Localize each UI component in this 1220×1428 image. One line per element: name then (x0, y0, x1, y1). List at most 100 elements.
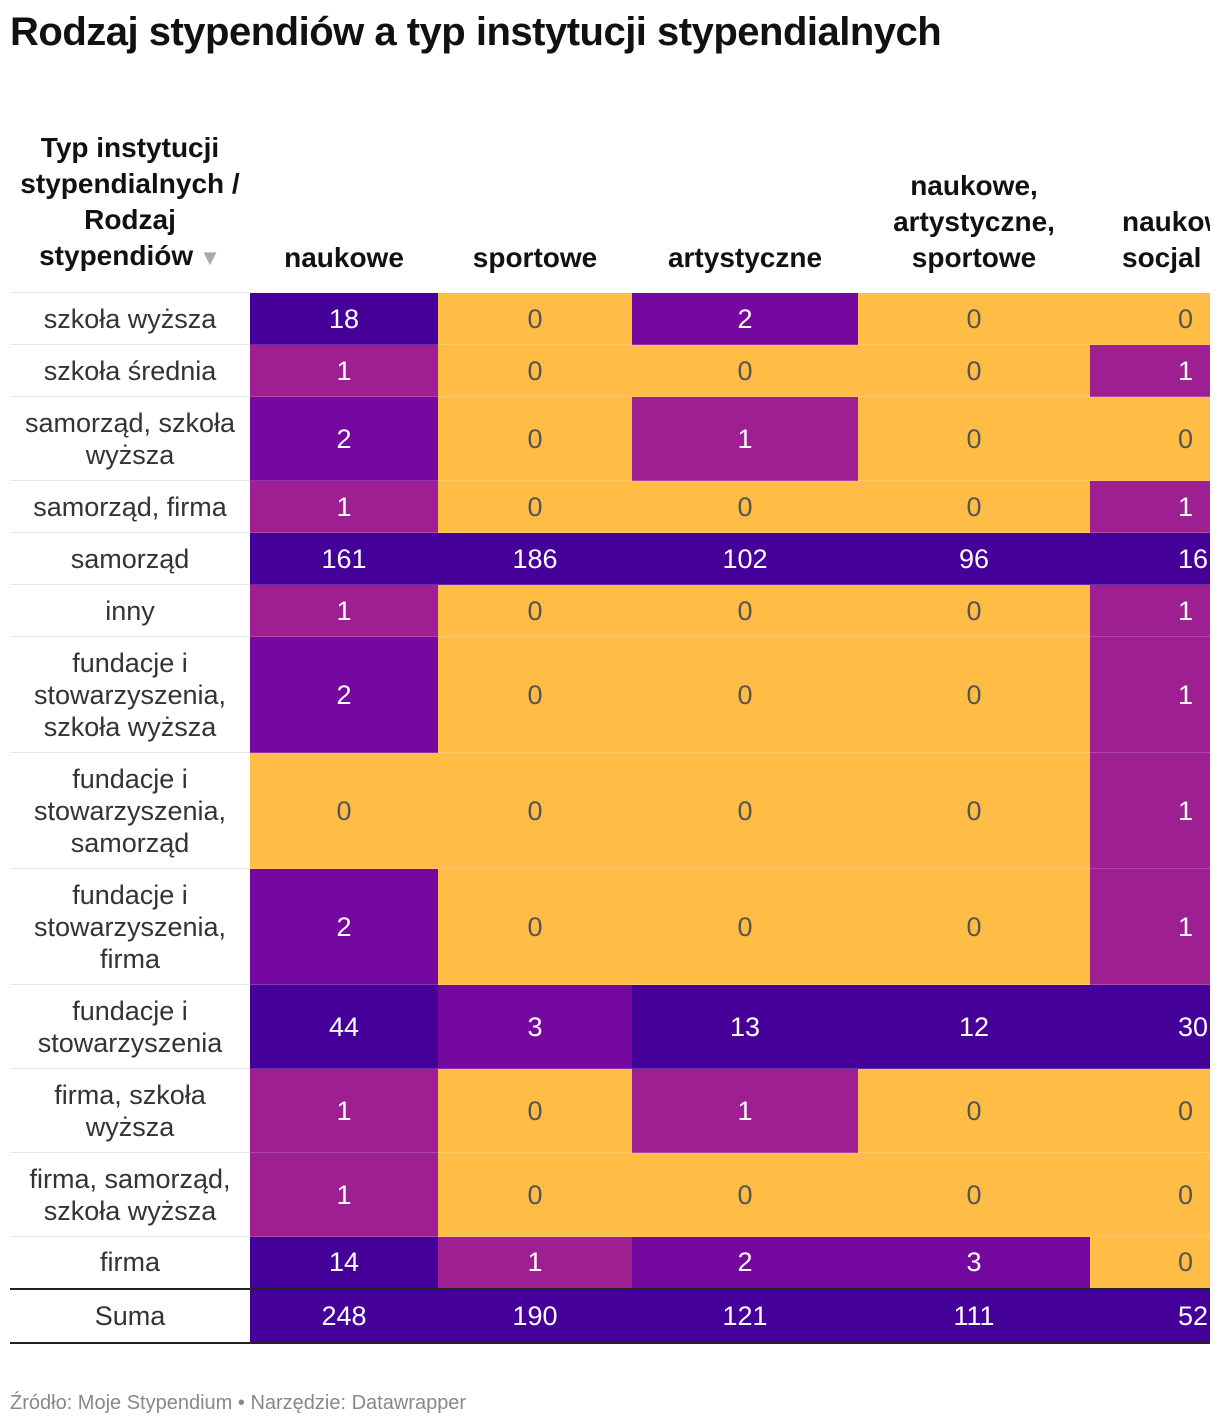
total-cell: 248 (250, 1287, 438, 1344)
row-label: fundacje i stowarzyszenia, firma (10, 868, 250, 985)
heatmap-cell: 0 (438, 584, 632, 637)
header-row: Typ instytucji stypendialnych / Rodzaj s… (10, 110, 1210, 293)
row-label: firma (10, 1236, 250, 1289)
heatmap-cell: 0 (1090, 292, 1210, 345)
column-header[interactable]: naukowe (284, 242, 404, 273)
table-row: firma 14 1 2 3 0 (10, 1236, 1210, 1289)
heatmap-cell: 12 (858, 984, 1090, 1069)
total-label: Suma (10, 1287, 250, 1344)
heatmap-cell: 0 (632, 1152, 858, 1237)
heatmap-cell: 1 (250, 584, 438, 637)
heatmap-cell: 0 (438, 396, 632, 481)
heatmap-cell: 1 (438, 1236, 632, 1289)
table-row: fundacje i stowarzyszenia 44 3 13 12 30 (10, 984, 1210, 1069)
heatmap-cell: 0 (438, 344, 632, 397)
row-label: samorząd, szkoła wyższa (10, 396, 250, 481)
heatmap-cell: 0 (1090, 1236, 1210, 1289)
table-row: samorząd, szkoła wyższa 2 0 1 0 0 (10, 396, 1210, 481)
total-row: Suma 248 190 121 111 52 (10, 1287, 1210, 1344)
heatmap-cell: 16 (1090, 532, 1210, 585)
heatmap-cell: 0 (1090, 1152, 1210, 1237)
table-row: fundacje i stowarzyszenia, szkoła wyższa… (10, 636, 1210, 753)
row-label: fundacje i stowarzyszenia, szkoła wyższa (10, 636, 250, 753)
table-row: szkoła wyższa 18 0 2 0 0 (10, 292, 1210, 345)
heatmap-cell: 0 (1090, 396, 1210, 481)
heatmap-cell: 1 (250, 480, 438, 533)
heatmap-cell: 0 (632, 636, 858, 753)
heatmap-cell: 30 (1090, 984, 1210, 1069)
row-label: szkoła wyższa (10, 292, 250, 345)
table-body: szkoła wyższa 18 0 2 0 0 szkoła średnia 1 0 0 0 1 sa… (10, 292, 1210, 1344)
heatmap-cell: 1 (1090, 344, 1210, 397)
heatmap-cell: 0 (858, 868, 1090, 985)
heatmap-cell: 44 (250, 984, 438, 1069)
heatmap-cell: 3 (438, 984, 632, 1069)
heatmap-cell: 1 (1090, 868, 1210, 985)
table-row: fundacje i stowarzyszenia, firma 2 0 0 0 1 (10, 868, 1210, 985)
heatmap-table-container: Typ instytucji stypendialnych / Rodzaj s… (10, 110, 1210, 1355)
heatmap-cell: 161 (250, 532, 438, 585)
heatmap-cell: 2 (632, 1236, 858, 1289)
heatmap-cell: 0 (438, 480, 632, 533)
total-cell: 111 (858, 1287, 1090, 1344)
heatmap-cell: 1 (250, 1152, 438, 1237)
heatmap-cell: 0 (632, 868, 858, 985)
table-row: inny 1 0 0 0 1 (10, 584, 1210, 637)
heatmap-cell: 1 (250, 1068, 438, 1153)
heatmap-cell: 0 (858, 636, 1090, 753)
table-row: firma, samorząd, szkoła wyższa 1 0 0 0 0 (10, 1152, 1210, 1237)
heatmap-cell: 0 (858, 752, 1090, 869)
heatmap-cell: 0 (250, 752, 438, 869)
heatmap-cell: 0 (438, 752, 632, 869)
column-header[interactable]: naukow socjal (1122, 206, 1210, 273)
heatmap-cell: 0 (438, 292, 632, 345)
heatmap-cell: 0 (632, 752, 858, 869)
chart-title: Rodzaj stypendiów a typ instytucji stype… (10, 10, 942, 54)
row-label: fundacje i stowarzyszenia (10, 984, 250, 1069)
total-cell: 190 (438, 1287, 632, 1344)
heatmap-cell: 1 (1090, 636, 1210, 753)
table-row: samorząd 161 186 102 96 16 (10, 532, 1210, 585)
heatmap-cell: 2 (250, 868, 438, 985)
heatmap-cell: 1 (632, 396, 858, 481)
heatmap-cell: 0 (438, 868, 632, 985)
heatmap-cell: 96 (858, 532, 1090, 585)
heatmap-cell: 2 (250, 396, 438, 481)
heatmap-cell: 0 (438, 1152, 632, 1237)
heatmap-cell: 18 (250, 292, 438, 345)
table-row: szkoła średnia 1 0 0 0 1 (10, 344, 1210, 397)
table-row: fundacje i stowarzyszenia, samorząd 0 0 0 0 1 (10, 752, 1210, 869)
sort-desc-icon[interactable]: ▼ (199, 245, 221, 270)
heatmap-cell: 0 (438, 636, 632, 753)
heatmap-cell: 0 (858, 480, 1090, 533)
heatmap-cell: 1 (1090, 752, 1210, 869)
total-cell: 121 (632, 1287, 858, 1344)
table-row: samorząd, firma 1 0 0 0 1 (10, 480, 1210, 533)
heatmap-cell: 0 (858, 584, 1090, 637)
row-header-label: Typ instytucji stypendialnych / Rodzaj s… (20, 132, 240, 271)
heatmap-cell: 1 (632, 1068, 858, 1153)
heatmap-cell: 0 (632, 344, 858, 397)
heatmap-cell: 0 (858, 292, 1090, 345)
heatmap-cell: 0 (858, 1152, 1090, 1237)
row-header[interactable]: Typ instytucji stypendialnych / Rodzaj s… (10, 110, 250, 293)
row-label: szkoła średnia (10, 344, 250, 397)
heatmap-cell: 0 (438, 1068, 632, 1153)
heatmap-cell: 0 (858, 1068, 1090, 1153)
heatmap-cell: 1 (1090, 584, 1210, 637)
row-label: inny (10, 584, 250, 637)
row-label: fundacje i stowarzyszenia, samorząd (10, 752, 250, 869)
column-header[interactable]: naukowe, artystyczne, sportowe (893, 170, 1055, 273)
heatmap-cell: 0 (858, 344, 1090, 397)
heatmap-cell: 14 (250, 1236, 438, 1289)
row-label: samorząd, firma (10, 480, 250, 533)
heatmap-cell: 0 (1090, 1068, 1210, 1153)
source-note: Źródło: Moje Stypendium • Narzędzie: Dat… (10, 1392, 467, 1414)
column-header[interactable]: sportowe (472, 242, 598, 273)
heatmap-table: Typ instytucji stypendialnych / Rodzaj s… (10, 110, 1210, 1344)
heatmap-cell: 1 (250, 344, 438, 397)
heatmap-cell: 0 (632, 584, 858, 637)
column-header[interactable]: artystyczne (667, 242, 823, 273)
total-cell: 52 (1090, 1287, 1210, 1344)
heatmap-cell: 13 (632, 984, 858, 1069)
